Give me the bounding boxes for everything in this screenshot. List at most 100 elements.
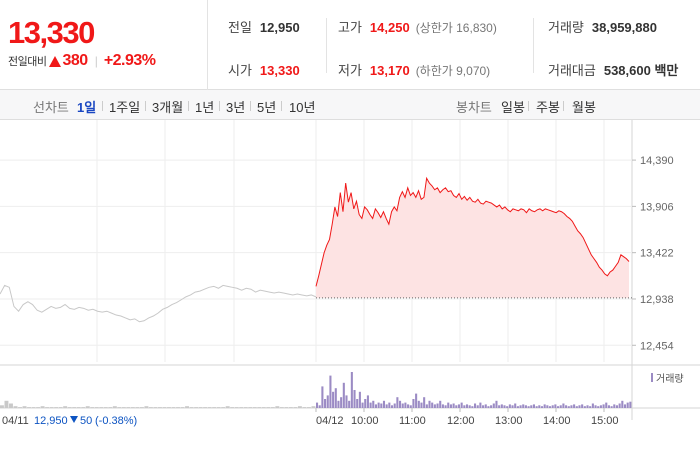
volume-bar — [162, 407, 167, 408]
x-tick-label: 13:00 — [495, 415, 523, 427]
volume-bar — [503, 405, 506, 408]
volume-bar — [613, 404, 616, 408]
trade-amount: 거래대금 538,600 백만 — [548, 60, 678, 79]
volume-bar — [198, 407, 203, 408]
volume-bar — [203, 407, 208, 408]
separator: | — [94, 54, 98, 68]
volume-bar — [90, 407, 95, 408]
volume-bar — [348, 400, 351, 408]
volume-bar — [396, 397, 399, 408]
volume-bar — [340, 397, 343, 408]
volume-bar — [103, 407, 108, 408]
x-tick-label: 11:00 — [399, 415, 426, 427]
price-area — [316, 178, 632, 299]
tab-weekly-candle[interactable]: 주봉 — [536, 100, 560, 115]
volume-bar — [474, 403, 477, 408]
volume-bar — [158, 407, 162, 408]
volume-bar — [522, 404, 525, 408]
high-value: 14,250 — [369, 20, 410, 35]
volume-bar — [589, 406, 592, 408]
volume-bar — [27, 407, 31, 408]
candle-chart-label: 봉차트 — [456, 100, 492, 115]
tab-3y[interactable]: 3년 — [226, 100, 246, 115]
volume-bar — [623, 404, 627, 408]
volume-bar — [573, 404, 576, 408]
volume-bar — [288, 407, 293, 408]
volume-bar — [139, 407, 144, 408]
volume-bar — [532, 404, 535, 408]
tab-5y[interactable]: 5년 — [257, 100, 277, 115]
divider — [250, 101, 251, 111]
x-tick-label: 10:00 — [351, 415, 379, 427]
volume-bar — [409, 405, 412, 408]
volume-bar — [465, 404, 469, 408]
divider — [102, 101, 103, 111]
volume-bar — [353, 390, 356, 408]
volume-bar — [423, 397, 426, 408]
volume-bar — [99, 407, 104, 408]
volume-bar — [393, 403, 396, 408]
divider — [188, 101, 189, 111]
volume-bar — [356, 399, 359, 408]
price-box: 13,330 전일대비 380 | +2.93% — [0, 0, 208, 90]
volume-bar — [380, 403, 383, 408]
volume-bar — [302, 407, 307, 408]
prev-close: 전일 12,950 — [228, 17, 300, 36]
tab-1y[interactable]: 1년 — [195, 100, 215, 115]
volume-bar — [4, 400, 9, 408]
volume-bar — [293, 407, 298, 408]
tab-1d[interactable]: 1일 — [77, 100, 97, 115]
change-label: 전일대비 — [8, 56, 47, 68]
volume-bar — [452, 403, 455, 408]
high-price: 고가 14,250 (상한가 16,830) — [338, 17, 497, 36]
volume-bar — [377, 402, 380, 408]
volume-bar — [508, 404, 511, 408]
volume-bar — [468, 405, 471, 408]
volume-bar — [72, 407, 77, 408]
tab-monthly-candle[interactable]: 월봉 — [572, 100, 596, 115]
volume-bar — [121, 407, 126, 408]
volume-bar — [212, 407, 217, 408]
y-tick-label: 12,454 — [640, 340, 674, 352]
volume-bar — [76, 407, 81, 408]
prev-close-label: 전일 — [228, 20, 252, 35]
volume-bar — [248, 407, 253, 408]
x-tick-label: 12:00 — [447, 415, 475, 427]
volume-bar — [498, 405, 501, 408]
volume-bar — [433, 404, 436, 408]
volume-bar — [332, 391, 335, 408]
volume-bar — [436, 403, 439, 408]
volume-bar — [554, 404, 557, 408]
volume-bar — [221, 407, 226, 408]
volume-bar — [621, 400, 624, 408]
volume-bar — [428, 400, 431, 408]
low-value: 13,170 — [369, 63, 410, 78]
low-label: 저가 — [338, 63, 362, 78]
volume-bar — [524, 405, 527, 408]
volume: 거래량 38,959,880 — [548, 17, 657, 36]
volume-bar — [270, 407, 275, 408]
tab-1w[interactable]: 1주일 — [109, 100, 141, 115]
prev-day-change-pct: (-0.38%) — [95, 415, 137, 427]
volume-bar — [399, 400, 402, 408]
y-tick-label: 12,938 — [640, 294, 674, 306]
volume-bar — [18, 407, 22, 408]
tab-3m[interactable]: 3개월 — [152, 100, 184, 115]
tab-daily-candle[interactable]: 일봉 — [501, 100, 525, 115]
volume-bar — [511, 405, 514, 408]
volume-bar — [594, 405, 597, 408]
volume-bar — [22, 406, 27, 408]
volume-bar — [401, 403, 404, 408]
volume-bar — [369, 402, 372, 408]
prev-day-close: 12,950 — [34, 415, 68, 427]
price-lines — [0, 176, 630, 323]
volume-bar — [112, 406, 117, 408]
x-tick-label: 14:00 — [543, 415, 571, 427]
volume-bar — [9, 403, 13, 408]
lower-limit: (하한가 9,070) — [415, 64, 491, 78]
volume-bar — [583, 406, 586, 408]
volume-bar — [476, 405, 479, 408]
upper-limit: (상한가 16,830) — [415, 21, 497, 35]
tab-10y[interactable]: 10년 — [289, 100, 316, 115]
volume-bar — [559, 405, 562, 408]
